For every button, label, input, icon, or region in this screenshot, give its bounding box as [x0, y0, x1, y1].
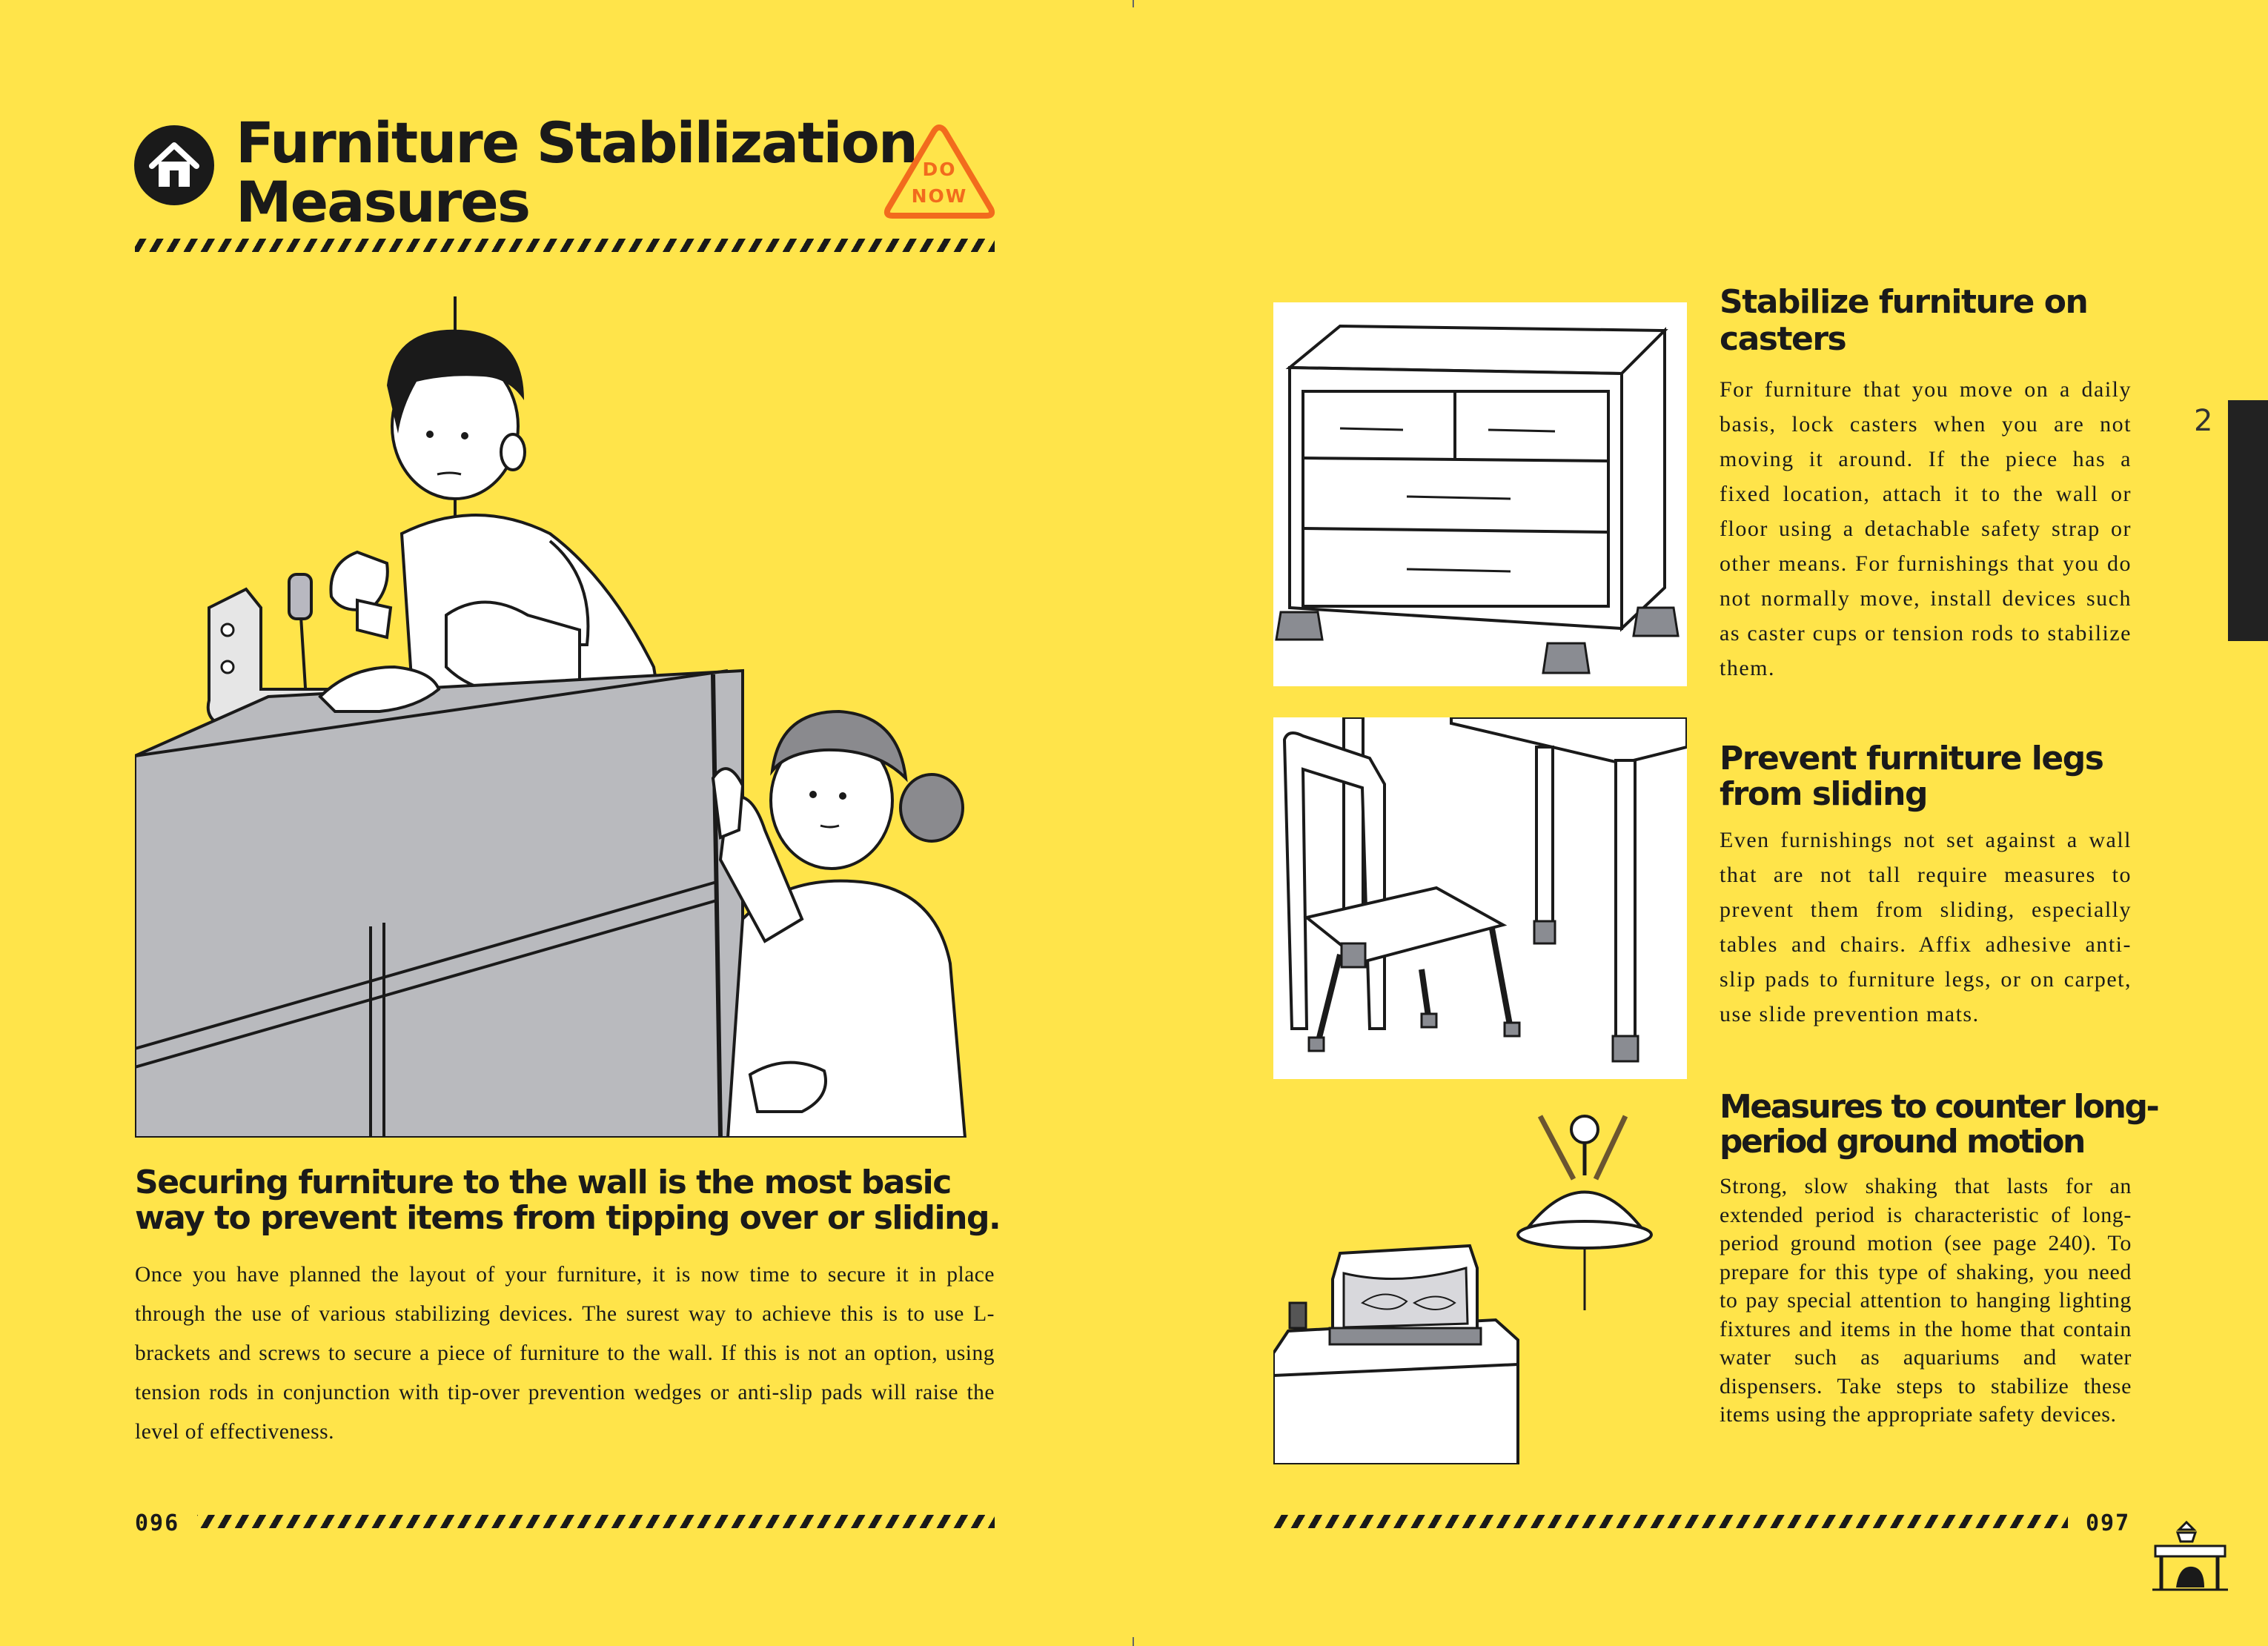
- section-legs-title-2: from sliding: [1720, 775, 1929, 813]
- do-now-label-2: NOW: [911, 185, 968, 207]
- section-casters-title-1: Stabilize furniture on: [1720, 283, 2089, 321]
- section-long-period-body: Strong, slow shaking that lasts for an e…: [1720, 1174, 2132, 1427]
- illustration-dresser-on-casters: [1273, 302, 1687, 686]
- gutter-mark-bottom: [1133, 1637, 1134, 1646]
- left-subheading-line-1: Securing furniture to the wall is the mo…: [135, 1164, 952, 1201]
- section-long-period-title-2: period ground motion: [1720, 1123, 2086, 1161]
- footer-stripe-left: [197, 1515, 995, 1528]
- left-subheading-line-2: way to prevent items from tipping over o…: [135, 1199, 1001, 1237]
- page-number-left: 096: [135, 1510, 180, 1536]
- section-casters-body: For furniture that you move on a daily b…: [1720, 377, 2132, 680]
- section-casters-title-2: casters: [1720, 320, 1847, 358]
- page-title-line-1: Furniture Stabilization: [236, 110, 918, 176]
- section-legs-body: Even furnishings not set against a wall …: [1720, 828, 2132, 1026]
- section-legs-title-1: Prevent furniture legs: [1720, 740, 2104, 777]
- chapter-number: 2: [2194, 404, 2213, 438]
- page-title-line-2: Measures: [236, 169, 531, 235]
- title-stripe-divider: [135, 239, 995, 252]
- illustration-chair-and-table: [1273, 717, 1687, 1079]
- section-long-period-title-1: Measures to counter long-: [1720, 1088, 2160, 1126]
- main-illustration-wall-mounting: [135, 296, 995, 1138]
- house-icon: [133, 125, 215, 206]
- illustration-aquarium-and-lamp: [1273, 1109, 1687, 1464]
- chapter-tab: [2228, 400, 2268, 641]
- table-shelter-icon: [2149, 1519, 2231, 1593]
- gutter-mark-top: [1133, 0, 1134, 7]
- page-number-right: 097: [2086, 1510, 2131, 1536]
- footer-stripe-right: [1273, 1515, 2068, 1528]
- do-now-label-1: DO: [922, 159, 957, 180]
- do-now-warning-icon: [882, 122, 997, 222]
- left-body-text: Once you have planned the layout of your…: [135, 1263, 995, 1444]
